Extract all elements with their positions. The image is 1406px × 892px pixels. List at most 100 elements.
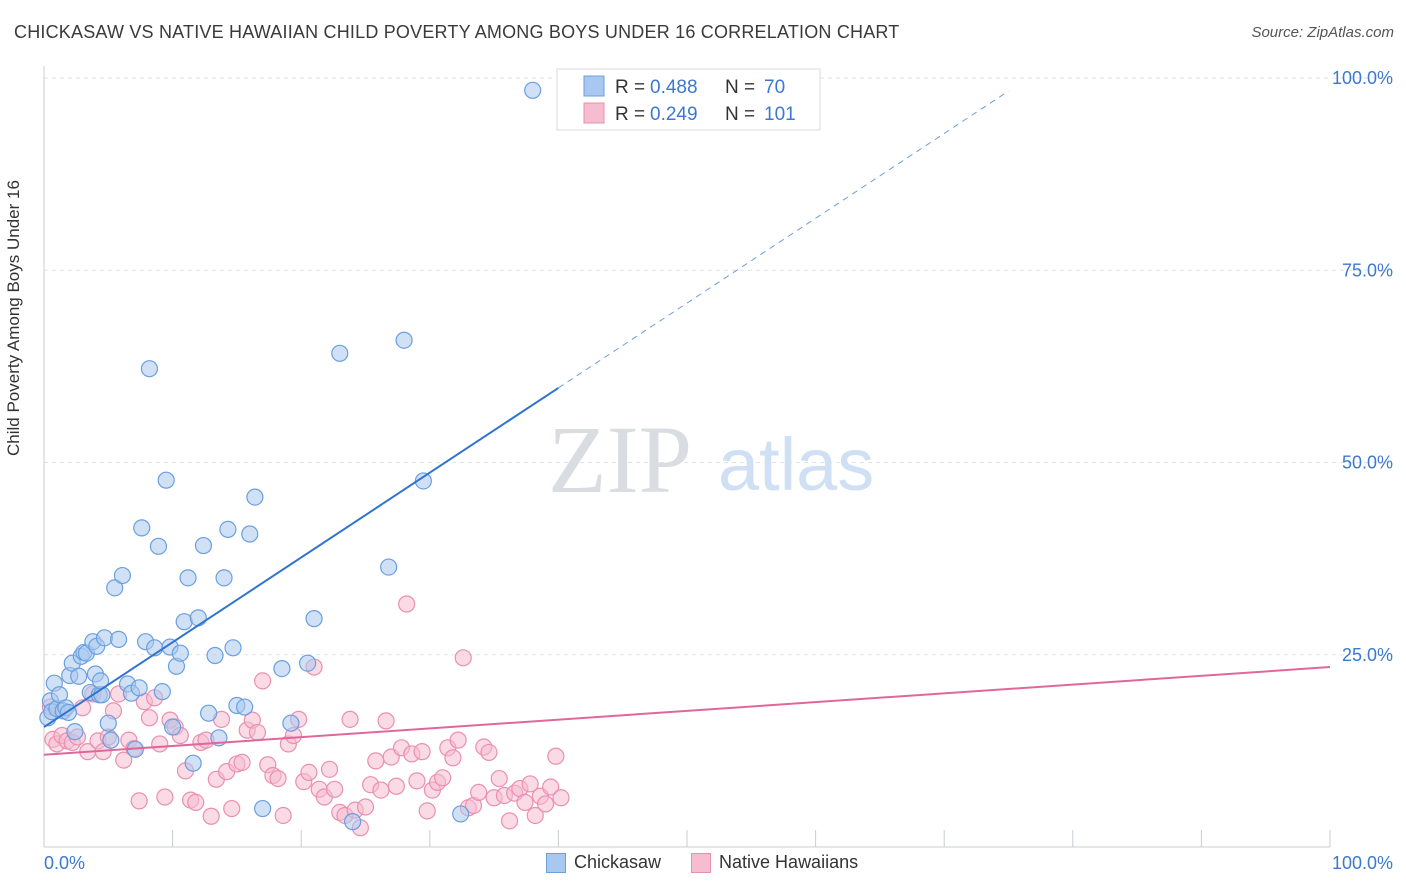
- native-hawaiians-point-90: [500, 812, 519, 830]
- chickasaw-point-53: [219, 520, 237, 539]
- watermark-zip: ZIP: [548, 406, 692, 513]
- native-hawaiians-point-41: [248, 723, 267, 742]
- native-hawaiians-point-77: [434, 769, 452, 787]
- native-hawaiians-point-23: [156, 788, 174, 806]
- chickasaw-point-11: [66, 723, 84, 741]
- stats-n-value-chickasaw: 70: [764, 77, 785, 98]
- native-hawaiians-point-64: [367, 752, 385, 770]
- native-hawaiians-point-22: [151, 735, 169, 753]
- chickasaw-point-47: [189, 609, 207, 627]
- chickasaw-point-70: [524, 81, 542, 99]
- native-hawaiians-point-68: [387, 777, 405, 795]
- chickasaw-point-35: [140, 360, 159, 378]
- native-hawaiians-point-46: [274, 806, 292, 825]
- stats-legend: R = 0.488 N = 70 R = 0.249 N = 101: [556, 68, 821, 131]
- native-hawaiians-point-94: [521, 775, 539, 793]
- chickasaw-point-59: [254, 799, 272, 818]
- native-hawaiians-point-62: [356, 798, 375, 816]
- native-hawaiians-point-29: [187, 793, 205, 811]
- legend-label-chickasaw: Chickasaw: [574, 852, 662, 872]
- legend-label-native-hawaiians: Native Hawaiians: [719, 852, 859, 872]
- chickasaw-point-54: [224, 639, 242, 657]
- native-hawaiians-point-65: [372, 781, 390, 799]
- bottom-legend: Chickasaw Native Hawaiians: [546, 852, 888, 873]
- watermark-atlas: atlas: [718, 423, 874, 506]
- chickasaw-point-67: [395, 331, 413, 349]
- native-hawaiians-point-15: [115, 751, 133, 769]
- legend-swatch-chickasaw: [546, 852, 566, 873]
- legend-swatch-native-hawaiians: [691, 852, 712, 873]
- chickasaw-point-43: [171, 644, 189, 662]
- chickasaw-point-33: [133, 519, 151, 537]
- stats-r-label-chickasaw: R =: [615, 77, 645, 98]
- native-hawaiians-point-42: [254, 672, 272, 690]
- y-tick-label-100: 100.0%: [1332, 68, 1393, 88]
- chickasaw-trend-line: [43, 387, 559, 728]
- chickasaw-point-38: [153, 683, 171, 701]
- chickasaw-point-28: [113, 566, 132, 585]
- chickasaw-trend-extension: [558, 90, 1009, 389]
- native-hawaiians-point-80: [449, 731, 467, 749]
- native-hawaiians-point-97: [536, 795, 555, 813]
- chickasaw-point-52: [215, 569, 233, 587]
- native-hawaiians-point-66: [377, 712, 395, 730]
- native-hawaiians-point-38: [233, 753, 251, 772]
- native-hawaiians-point-45: [269, 769, 287, 788]
- x-tick-label-0: 0.0%: [44, 853, 85, 873]
- chickasaw-point-48: [194, 536, 213, 555]
- stats-r-value-native-hawaiians: 0.249: [650, 104, 698, 125]
- stats-n-value-native-hawaiians: 101: [764, 104, 796, 125]
- chickasaw-point-68: [414, 472, 432, 490]
- native-hawaiians-point-72: [408, 772, 426, 790]
- native-hawaiians-point-20: [140, 709, 159, 727]
- native-hawaiians-point-79: [444, 749, 462, 767]
- chickasaw-point-50: [206, 646, 224, 665]
- tick-labels: 25.0% 50.0% 75.0% 100.0% 0.0% 100.0%: [44, 68, 1393, 873]
- chickasaw-point-62: [299, 654, 317, 672]
- y-tick-label-75: 75.0%: [1342, 260, 1393, 280]
- native-hawaiians-point-99: [547, 747, 565, 765]
- native-hawaiians-trend-line: [43, 666, 1331, 756]
- chickasaw-point-63: [305, 610, 323, 628]
- native-hawaiians-point-84: [470, 783, 488, 802]
- chickasaw-point-57: [241, 525, 259, 543]
- native-hawaiians-point-70: [398, 595, 416, 613]
- chickasaw-point-12: [70, 667, 88, 685]
- legend-item-chickasaw[interactable]: Chickasaw: [546, 852, 661, 873]
- chickasaw-point-65: [344, 813, 362, 831]
- chickasaw-point-32: [130, 679, 148, 697]
- chickasaw-point-60: [273, 659, 291, 678]
- chickasaw-points: [39, 81, 542, 831]
- stats-r-label-native-hawaiians: R =: [615, 104, 645, 125]
- chickasaw-point-66: [380, 558, 398, 576]
- native-hawaiians-point-18: [130, 792, 148, 810]
- y-tick-label-25: 25.0%: [1342, 645, 1393, 665]
- chickasaw-point-46: [184, 754, 202, 772]
- chickasaw-point-26: [106, 579, 124, 597]
- chickasaw-point-24: [102, 731, 120, 749]
- chickasaw-point-69: [452, 805, 470, 823]
- native-hawaiians-point-100: [552, 789, 570, 807]
- native-hawaiians-point-95: [526, 806, 544, 825]
- chickasaw-point-27: [109, 630, 128, 648]
- stats-n-label-chickasaw: N =: [725, 77, 755, 98]
- legend-item-native-hawaiians[interactable]: Native Hawaiians: [691, 852, 858, 873]
- native-hawaiians-point-81: [454, 649, 472, 667]
- chickasaw-point-41: [164, 718, 182, 736]
- native-hawaiians-point-36: [223, 799, 241, 818]
- native-hawaiians-point-56: [326, 780, 344, 798]
- chickasaw-point-61: [282, 714, 300, 732]
- native-hawaiians-point-59: [341, 710, 359, 728]
- stats-swatch-native-hawaiians: [583, 102, 605, 124]
- chickasaw-point-22: [95, 629, 114, 647]
- chickasaw-point-23: [99, 714, 117, 732]
- chickasaw-point-44: [175, 613, 193, 631]
- chart-title: CHICKASAW VS NATIVE HAWAIIAN CHILD POVER…: [14, 22, 900, 42]
- stats-n-label-native-hawaiians: N =: [725, 104, 755, 125]
- chickasaw-point-37: [149, 537, 168, 555]
- native-hawaiians-point-51: [300, 763, 318, 782]
- native-hawaiians-point-74: [418, 802, 436, 820]
- chickasaw-point-56: [236, 698, 254, 716]
- native-hawaiians-point-88: [490, 769, 508, 788]
